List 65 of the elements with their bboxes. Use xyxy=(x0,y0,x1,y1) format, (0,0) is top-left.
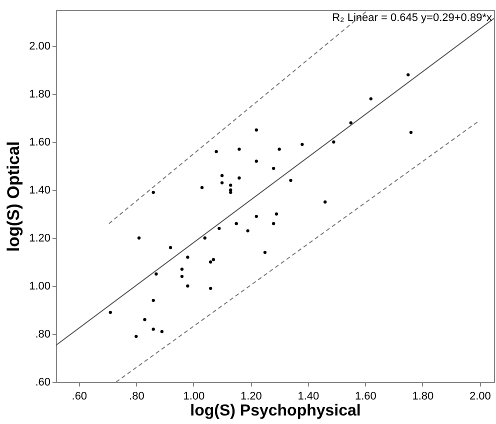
x-axis-title: log(S) Psychophysical xyxy=(190,402,361,420)
point xyxy=(108,310,112,314)
point xyxy=(369,97,372,100)
point xyxy=(229,188,232,192)
point xyxy=(234,222,238,226)
point xyxy=(152,190,155,194)
point xyxy=(324,200,327,204)
point xyxy=(349,121,352,124)
point xyxy=(332,140,336,144)
point xyxy=(134,334,138,338)
x-tick-label: 2.00 xyxy=(469,390,491,402)
point xyxy=(180,274,184,278)
point xyxy=(160,330,164,334)
point xyxy=(254,160,258,163)
y-tick-label: 1.20 xyxy=(29,232,50,244)
point xyxy=(214,150,218,154)
point xyxy=(220,181,224,184)
x-tick-label: 1.00 xyxy=(183,390,205,402)
point xyxy=(180,268,184,271)
x-tick-label: 1.40 xyxy=(298,390,320,402)
y-tick-label: 1.40 xyxy=(29,184,50,196)
point xyxy=(209,260,212,264)
x-tick-label: 1.80 xyxy=(412,390,434,402)
point xyxy=(246,229,250,232)
y-tick-label: 1.60 xyxy=(29,136,50,148)
point xyxy=(278,148,281,151)
point xyxy=(220,174,224,178)
point xyxy=(152,298,155,302)
y-tick-label: 1.00 xyxy=(29,280,50,292)
point xyxy=(254,128,258,132)
y-tick-label: .60 xyxy=(35,376,50,388)
point xyxy=(218,226,221,230)
x-tick-label: 1.60 xyxy=(354,390,376,402)
point xyxy=(300,142,304,146)
point xyxy=(203,236,206,240)
point xyxy=(272,222,276,226)
point xyxy=(152,328,155,331)
point xyxy=(200,186,204,190)
point xyxy=(263,250,267,254)
x-tick-label: .80 xyxy=(129,390,144,402)
point xyxy=(186,256,190,259)
point xyxy=(254,214,258,218)
y-tick-label: 1.80 xyxy=(29,88,50,100)
point xyxy=(168,246,172,250)
point xyxy=(289,178,292,182)
y-tick-label: 2.00 xyxy=(29,40,50,52)
y-axis-title: log(S) Optical xyxy=(4,141,24,252)
point xyxy=(137,236,141,240)
x-tick-label: .60 xyxy=(72,390,88,402)
x-tick-label: 1.20 xyxy=(240,390,262,402)
point xyxy=(229,190,232,194)
point xyxy=(154,272,158,276)
point xyxy=(143,318,146,322)
point xyxy=(212,258,216,262)
point xyxy=(238,176,241,180)
point xyxy=(274,212,278,216)
point xyxy=(186,284,190,288)
point xyxy=(272,166,276,170)
y-tick-label: .80 xyxy=(35,328,50,340)
point xyxy=(409,130,413,134)
point xyxy=(229,184,232,187)
point xyxy=(209,286,212,290)
point xyxy=(406,73,410,76)
annotation: R₂ Linear = 0.645 y=0.29+0.89*x xyxy=(332,12,492,24)
point xyxy=(238,148,241,151)
